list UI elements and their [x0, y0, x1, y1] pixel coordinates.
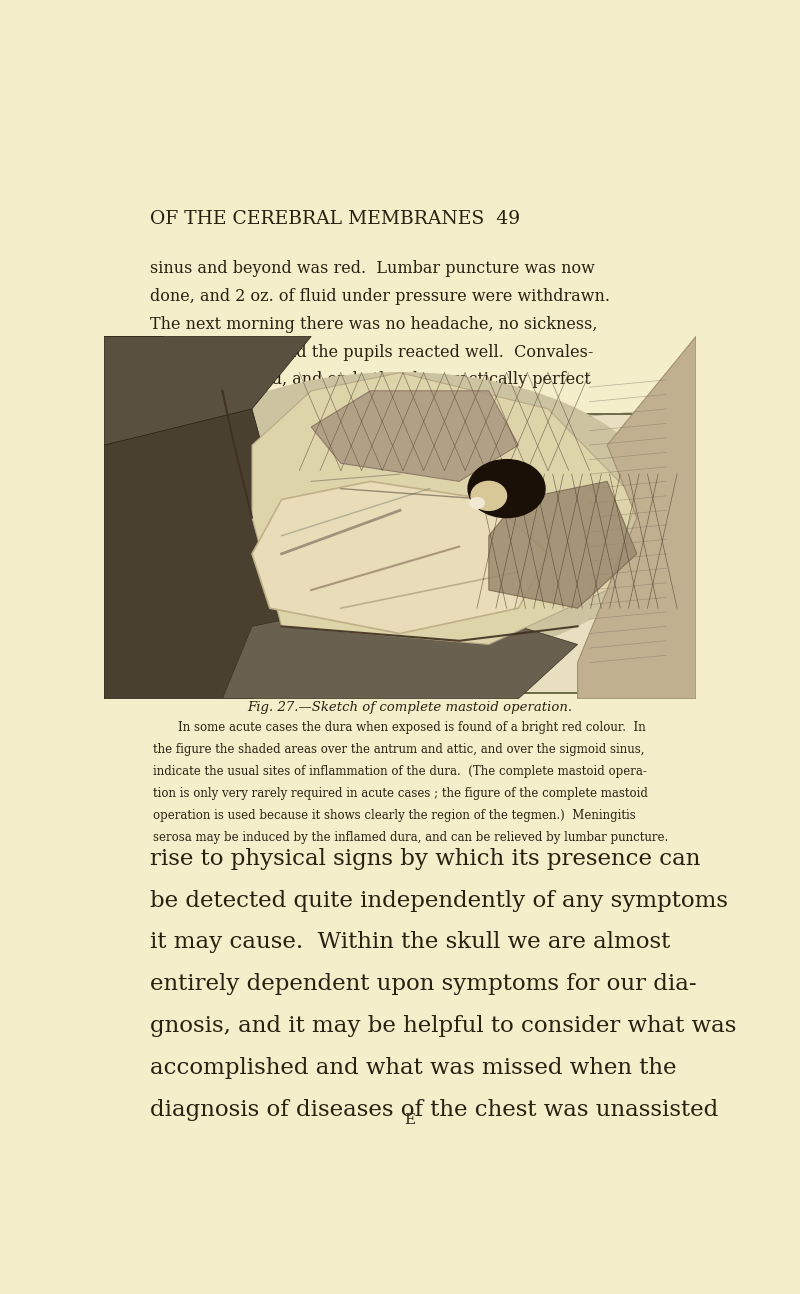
Text: cence was rapid, and on both sides practically perfect: cence was rapid, and on both sides pract… [150, 371, 590, 388]
Ellipse shape [470, 498, 484, 509]
Text: gnosis, and it may be helpful to consider what was: gnosis, and it may be helpful to conside… [150, 1016, 736, 1038]
Polygon shape [104, 336, 311, 445]
Text: the figure the shaded areas over the antrum and attic, and over the sigmoid sinu: the figure the shaded areas over the ant… [153, 743, 644, 756]
Text: sinus and beyond was red.  Lumbar puncture was now: sinus and beyond was red. Lumbar punctur… [150, 260, 594, 277]
Polygon shape [489, 481, 637, 608]
Ellipse shape [468, 459, 545, 518]
Text: serosa may be induced by the inflamed dura, and can be relieved by lumbar punctu: serosa may be induced by the inflamed du… [153, 831, 668, 844]
Text: indicate the usual sites of inflammation of the dura.  (The complete mastoid ope: indicate the usual sites of inflammation… [153, 765, 646, 778]
Text: accomplished and what was missed when the: accomplished and what was missed when th… [150, 1057, 676, 1079]
Text: E: E [405, 1113, 415, 1127]
Ellipse shape [471, 481, 506, 510]
Text: rise to physical signs by which its presence can: rise to physical signs by which its pres… [150, 848, 700, 870]
Polygon shape [222, 608, 578, 699]
Text: operation is used because it shows clearly the region of the tegmen.)  Meningiti: operation is used because it shows clear… [153, 809, 635, 822]
Text: Effusion  in  the  pleura  or  peritoneum  gives: Effusion in the pleura or peritoneum giv… [181, 436, 654, 455]
Polygon shape [104, 336, 311, 699]
Text: In some acute cases the dura when exposed is found of a bright red colour.  In: In some acute cases the dura when expose… [178, 721, 646, 734]
Text: entirely dependent upon symptoms for our dia-: entirely dependent upon symptoms for our… [150, 973, 696, 995]
Bar [181, 414, 639, 694]
Text: be detected quite independently of any symptoms: be detected quite independently of any s… [150, 889, 728, 911]
Text: done, and 2 oz. of fluid under pressure were withdrawn.: done, and 2 oz. of fluid under pressure … [150, 287, 610, 305]
Text: OF THE CEREBRAL MEMBRANES  49: OF THE CEREBRAL MEMBRANES 49 [150, 210, 520, 228]
Polygon shape [578, 336, 696, 699]
Text: hearing was regained.: hearing was regained. [150, 400, 332, 417]
Text: diagnosis of diseases of the chest was unassisted: diagnosis of diseases of the chest was u… [150, 1099, 718, 1121]
Ellipse shape [134, 373, 666, 663]
Polygon shape [311, 391, 518, 481]
Text: Fig. 27.—Sketch of complete mastoid operation.: Fig. 27.—Sketch of complete mastoid oper… [247, 701, 573, 714]
Polygon shape [252, 373, 637, 644]
Text: it may cause.  Within the skull we are almost: it may cause. Within the skull we are al… [150, 932, 670, 954]
Text: no drowsiness, and the pupils reacted well.  Convales-: no drowsiness, and the pupils reacted we… [150, 344, 593, 361]
Text: tion is only very rarely required in acute cases ; the figure of the complete ma: tion is only very rarely required in acu… [153, 787, 647, 800]
Polygon shape [252, 481, 548, 634]
Text: The next morning there was no headache, no sickness,: The next morning there was no headache, … [150, 316, 597, 333]
